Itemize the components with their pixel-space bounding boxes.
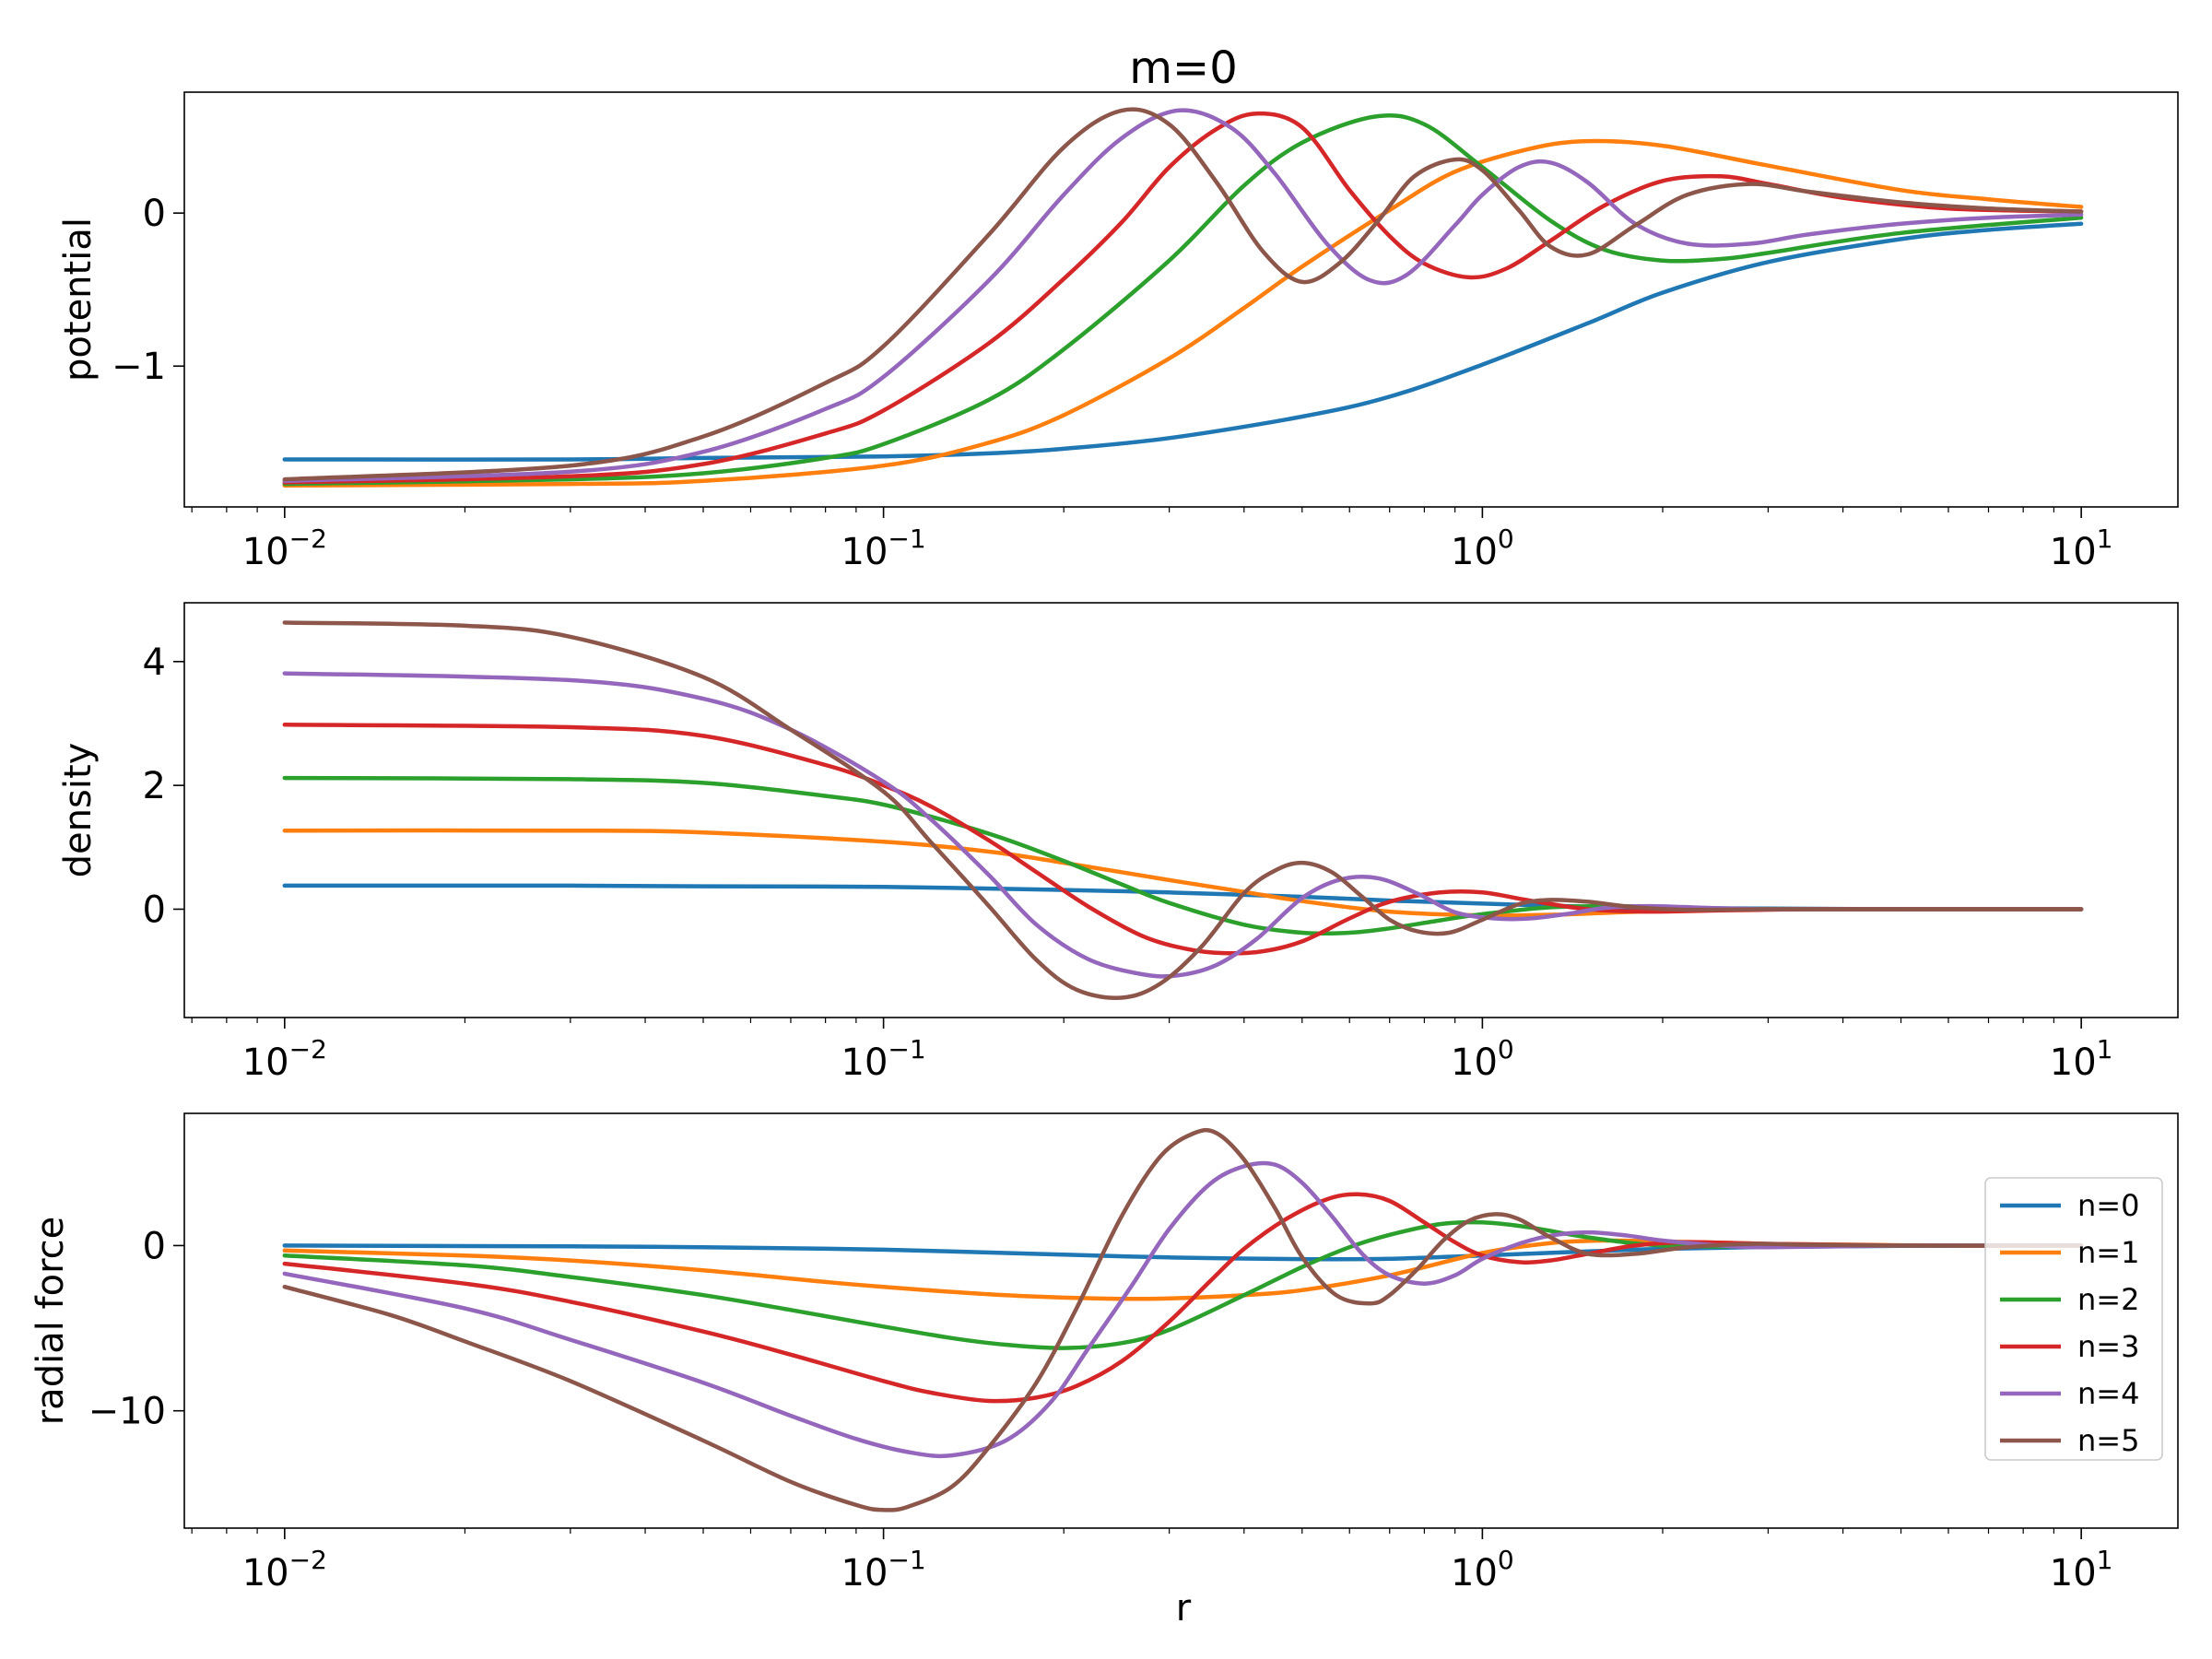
x-tick-exponent: 0 [1498, 524, 1514, 554]
x-tick-label: 101 [2050, 1034, 2113, 1084]
x-tick-base: 10 [242, 1041, 289, 1084]
x-axis-label: r [1176, 1587, 1192, 1630]
axes-frame [183, 602, 2179, 1018]
y-tick-label: −1 [112, 346, 166, 388]
legend-label: n=3 [2077, 1329, 2139, 1364]
x-tick-label: 101 [2050, 1545, 2113, 1594]
x-tick-exponent: −2 [289, 1034, 327, 1065]
legend-label: n=1 [2077, 1235, 2139, 1270]
series-group [282, 1127, 2084, 1512]
x-tick-exponent: 1 [2097, 1545, 2113, 1575]
legend-label: n=5 [2077, 1423, 2139, 1458]
legend-label: n=0 [2077, 1188, 2139, 1223]
x-tick-label: 10−2 [242, 524, 327, 573]
x-tick-exponent: −2 [289, 1545, 327, 1575]
y-axis-label: potential [57, 218, 100, 382]
y-tick-label: 0 [143, 888, 166, 931]
x-tick-label: 100 [1451, 1034, 1514, 1084]
series-line-n=2 [282, 112, 2084, 487]
x-tick-base: 10 [841, 531, 888, 573]
x-tick-label: 100 [1451, 1545, 1514, 1594]
series-group [282, 107, 2084, 488]
x-tick-label: 10−1 [841, 524, 926, 573]
x-tick-label: 10−2 [242, 1034, 327, 1084]
legend-box [1984, 1177, 2163, 1461]
series-line-n=3 [282, 1192, 2084, 1404]
y-tick-label: 0 [143, 1225, 166, 1267]
y-tick-label: 4 [143, 641, 166, 684]
y-axis-label: radial force [29, 1217, 72, 1426]
x-tick-label: 100 [1451, 524, 1514, 573]
axes-frame [183, 1112, 2179, 1529]
x-tick-exponent: −1 [888, 524, 925, 554]
x-tick-base: 10 [2050, 531, 2097, 573]
x-tick-base: 10 [242, 531, 289, 573]
series-line-n=5 [282, 1127, 2084, 1512]
x-tick-exponent: 0 [1498, 1545, 1514, 1575]
legend: n=0 n=1 n=2 n=3 n=4 n=5 [1984, 1177, 2163, 1461]
x-tick-base: 10 [1451, 531, 1498, 573]
legend-label: n=4 [2077, 1376, 2139, 1411]
y-tick-label: −10 [88, 1391, 166, 1433]
y-tick-label: 2 [143, 765, 166, 807]
series-line-n=3 [282, 111, 2084, 485]
y-axis-label: density [57, 743, 100, 878]
x-tick-base: 10 [2050, 1041, 2097, 1084]
x-tick-base: 10 [1451, 1552, 1498, 1594]
x-tick-base: 10 [841, 1041, 888, 1084]
x-tick-label: 101 [2050, 524, 2113, 573]
series-line-n=1 [282, 138, 2084, 488]
x-tick-base: 10 [242, 1552, 289, 1594]
series-line-n=4 [282, 1160, 2084, 1459]
x-tick-exponent: −1 [888, 1545, 925, 1575]
legend-label: n=2 [2077, 1282, 2139, 1317]
x-tick-base: 10 [1451, 1041, 1498, 1084]
x-tick-label: 10−2 [242, 1545, 327, 1594]
series-line-n=5 [282, 107, 2084, 482]
x-tick-exponent: 0 [1498, 1034, 1514, 1065]
x-tick-exponent: 1 [2097, 1034, 2113, 1065]
y-tick-label: 0 [143, 193, 166, 235]
series-line-n=2 [282, 1219, 2084, 1350]
x-tick-label: 10−1 [841, 1545, 926, 1594]
series-group [282, 620, 2084, 1000]
x-tick-label: 10−1 [841, 1034, 926, 1084]
x-tick-exponent: −2 [289, 524, 327, 554]
figure-title: m=0 [1129, 42, 1238, 94]
x-tick-exponent: −1 [888, 1034, 925, 1065]
x-tick-base: 10 [2050, 1552, 2097, 1594]
series-line-n=5 [282, 620, 2084, 1000]
x-tick-exponent: 1 [2097, 524, 2113, 554]
x-tick-base: 10 [841, 1552, 888, 1594]
series-line-n=0 [282, 221, 2084, 462]
